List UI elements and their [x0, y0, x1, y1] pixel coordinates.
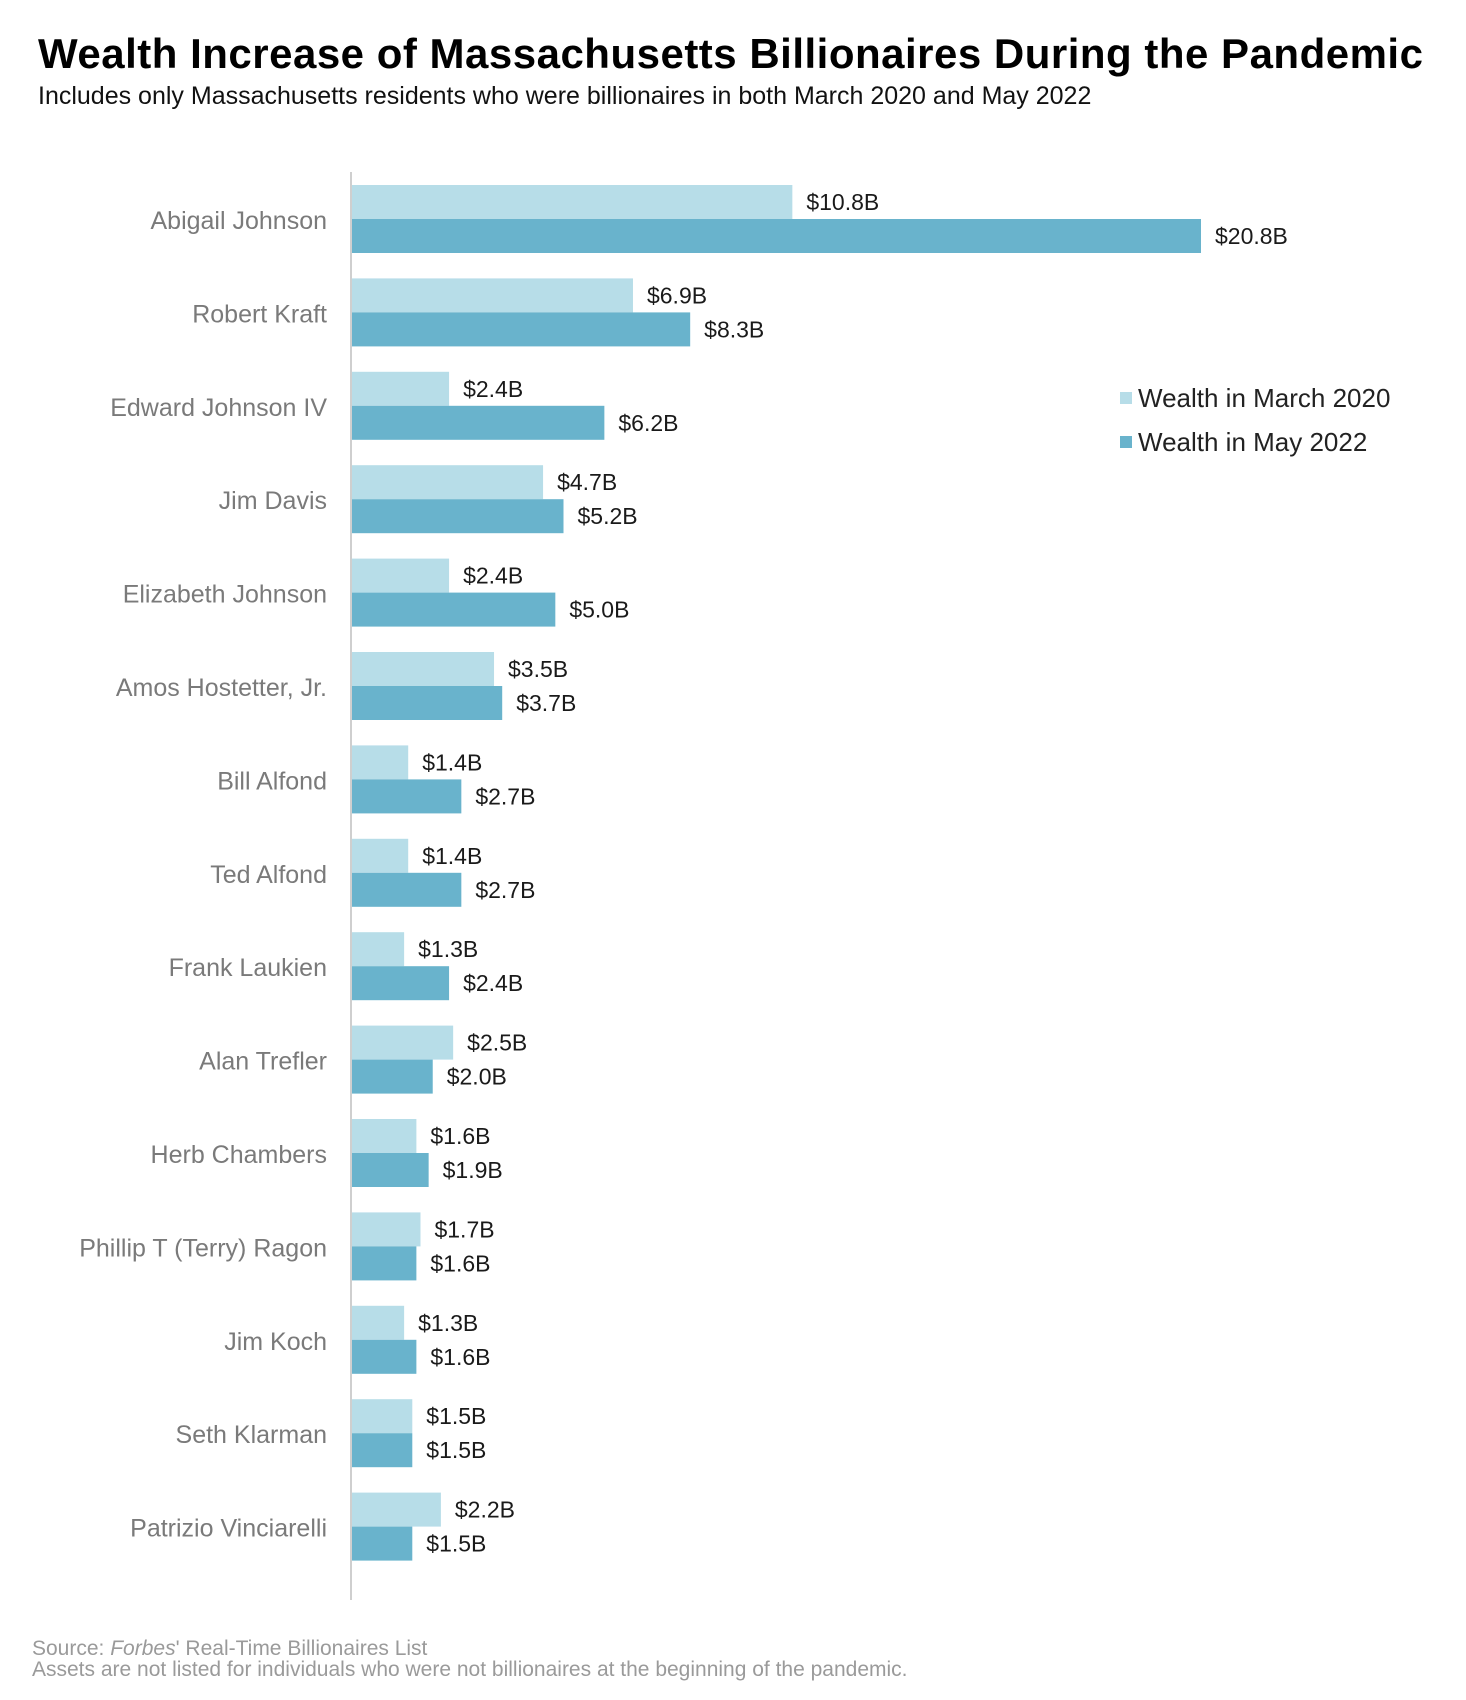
- bar-bill-alfond-march-2020: [351, 745, 409, 780]
- data-label-herb-chambers-march-2020: $1.6B: [430, 1123, 490, 1149]
- legend-item-may-2022: Wealth in May 2022: [1120, 420, 1390, 464]
- legend-item-march-2020: Wealth in March 2020: [1120, 376, 1390, 420]
- legend: Wealth in March 2020 Wealth in May 2022: [1120, 376, 1390, 464]
- bar-seth-klarman-may-2022: [351, 1433, 413, 1468]
- data-label-amos-hostetter-jr-may-2022: $3.7B: [516, 690, 576, 716]
- bar-jim-davis-may-2022: [351, 499, 564, 534]
- bar-herb-chambers-march-2020: [351, 1119, 417, 1153]
- data-label-frank-laukien-may-2022: $2.4B: [463, 970, 523, 996]
- bar-edward-johnson-iv-may-2022: [351, 405, 605, 440]
- data-label-elizabeth-johnson-march-2020: $2.4B: [463, 563, 523, 589]
- data-label-jim-koch-may-2022: $1.6B: [430, 1344, 490, 1370]
- data-label-alan-trefler-march-2020: $2.5B: [467, 1030, 527, 1056]
- category-label-frank-laukien: Frank Laukien: [169, 954, 327, 982]
- bar-ted-alfond-may-2022: [351, 872, 462, 907]
- category-label-herb-chambers: Herb Chambers: [151, 1141, 327, 1169]
- legend-label-march-2020: Wealth in March 2020: [1138, 382, 1391, 413]
- footer: Source: Forbes' Real-Time Billionaires L…: [32, 1638, 908, 1680]
- legend-swatch-may-2022: [1120, 436, 1132, 448]
- bar-amos-hostetter-jr-may-2022: [351, 686, 503, 720]
- footer-note: Assets are not listed for individuals wh…: [32, 1658, 908, 1681]
- category-label-phillip-t-terry-ragon: Phillip T (Terry) Ragon: [79, 1234, 327, 1262]
- bar-edward-johnson-iv-march-2020: [351, 371, 450, 406]
- bar-phillip-t-terry-ragon-may-2022: [351, 1246, 417, 1281]
- bar-jim-koch-may-2022: [351, 1339, 417, 1374]
- category-label-patrizio-vinciarelli: Patrizio Vinciarelli: [130, 1515, 327, 1543]
- data-label-robert-kraft-may-2022: $8.3B: [704, 316, 764, 342]
- bar-patrizio-vinciarelli-may-2022: [351, 1526, 413, 1561]
- data-label-jim-davis-march-2020: $4.7B: [557, 469, 617, 495]
- data-label-elizabeth-johnson-may-2022: $5.0B: [569, 597, 629, 623]
- category-label-bill-alfond: Bill Alfond: [217, 767, 327, 795]
- data-label-edward-johnson-iv-may-2022: $6.2B: [618, 410, 678, 436]
- category-label-alan-trefler: Alan Trefler: [199, 1048, 327, 1076]
- data-label-bill-alfond-march-2020: $1.4B: [422, 749, 482, 775]
- bar-ted-alfond-march-2020: [351, 838, 409, 873]
- bar-elizabeth-johnson-march-2020: [351, 558, 450, 593]
- bar-bill-alfond-may-2022: [351, 779, 462, 814]
- data-label-jim-koch-march-2020: $1.3B: [418, 1310, 478, 1336]
- bar-elizabeth-johnson-may-2022: [351, 592, 556, 627]
- data-label-seth-klarman-march-2020: $1.5B: [426, 1403, 486, 1429]
- data-label-bill-alfond-may-2022: $2.7B: [475, 783, 535, 809]
- legend-label-may-2022: Wealth in May 2022: [1138, 426, 1368, 457]
- bar-patrizio-vinciarelli-march-2020: [351, 1492, 441, 1527]
- bar-alan-trefler-march-2020: [351, 1025, 454, 1060]
- bar-amos-hostetter-jr-march-2020: [351, 652, 495, 686]
- category-label-amos-hostetter-jr: Amos Hostetter, Jr.: [116, 674, 327, 702]
- data-label-edward-johnson-iv-march-2020: $2.4B: [463, 376, 523, 402]
- bar-jim-koch-march-2020: [351, 1305, 405, 1340]
- data-label-abigail-johnson-may-2022: $20.8B: [1215, 223, 1288, 249]
- bar-chart: Abigail Johnson $10.8B $20.8B Robert Kraft $…: [79, 172, 1288, 1600]
- data-label-ted-alfond-may-2022: $2.7B: [475, 877, 535, 903]
- data-label-amos-hostetter-jr-march-2020: $3.5B: [508, 656, 568, 682]
- category-label-robert-kraft: Robert Kraft: [192, 300, 327, 328]
- bar-robert-kraft-may-2022: [351, 312, 691, 347]
- chart-subtitle: Includes only Massachusetts residents wh…: [38, 82, 1092, 110]
- source-line: Source: Forbes' Real-Time Billionaires L…: [32, 1637, 428, 1660]
- category-label-edward-johnson-iv: Edward Johnson IV: [110, 394, 327, 422]
- legend-swatch-march-2020: [1120, 392, 1132, 404]
- data-label-alan-trefler-may-2022: $2.0B: [447, 1064, 507, 1090]
- category-label-jim-davis: Jim Davis: [219, 487, 327, 515]
- bar-robert-kraft-march-2020: [351, 278, 633, 313]
- bar-abigail-johnson-may-2022: [351, 219, 1201, 253]
- bar-seth-klarman-march-2020: [351, 1399, 413, 1434]
- data-label-patrizio-vinciarelli-may-2022: $1.5B: [426, 1531, 486, 1557]
- bar-frank-laukien-may-2022: [351, 966, 450, 1001]
- bar-alan-trefler-may-2022: [351, 1059, 433, 1094]
- bar-frank-laukien-march-2020: [351, 932, 405, 967]
- data-label-herb-chambers-may-2022: $1.9B: [443, 1157, 503, 1183]
- bar-abigail-johnson-march-2020: [351, 185, 793, 219]
- chart-title: Wealth Increase of Massachusetts Billion…: [38, 30, 1424, 77]
- category-label-jim-koch: Jim Koch: [224, 1328, 327, 1356]
- data-label-ted-alfond-march-2020: $1.4B: [422, 843, 482, 869]
- data-label-phillip-t-terry-ragon-march-2020: $1.7B: [434, 1216, 494, 1242]
- data-label-patrizio-vinciarelli-march-2020: $2.2B: [455, 1497, 515, 1523]
- bar-phillip-t-terry-ragon-march-2020: [351, 1212, 421, 1247]
- bar-herb-chambers-may-2022: [351, 1153, 429, 1187]
- category-label-seth-klarman: Seth Klarman: [176, 1421, 327, 1449]
- bar-jim-davis-march-2020: [351, 465, 544, 500]
- data-label-abigail-johnson-march-2020: $10.8B: [806, 189, 879, 215]
- data-label-jim-davis-may-2022: $5.2B: [578, 503, 638, 529]
- data-label-seth-klarman-may-2022: $1.5B: [426, 1437, 486, 1463]
- data-label-robert-kraft-march-2020: $6.9B: [647, 282, 707, 308]
- category-label-ted-alfond: Ted Alfond: [210, 861, 327, 889]
- data-label-frank-laukien-march-2020: $1.3B: [418, 936, 478, 962]
- data-label-phillip-t-terry-ragon-may-2022: $1.6B: [430, 1250, 490, 1276]
- category-label-elizabeth-johnson: Elizabeth Johnson: [123, 581, 327, 609]
- category-label-abigail-johnson: Abigail Johnson: [150, 207, 327, 235]
- source-name: Forbes: [110, 1637, 176, 1660]
